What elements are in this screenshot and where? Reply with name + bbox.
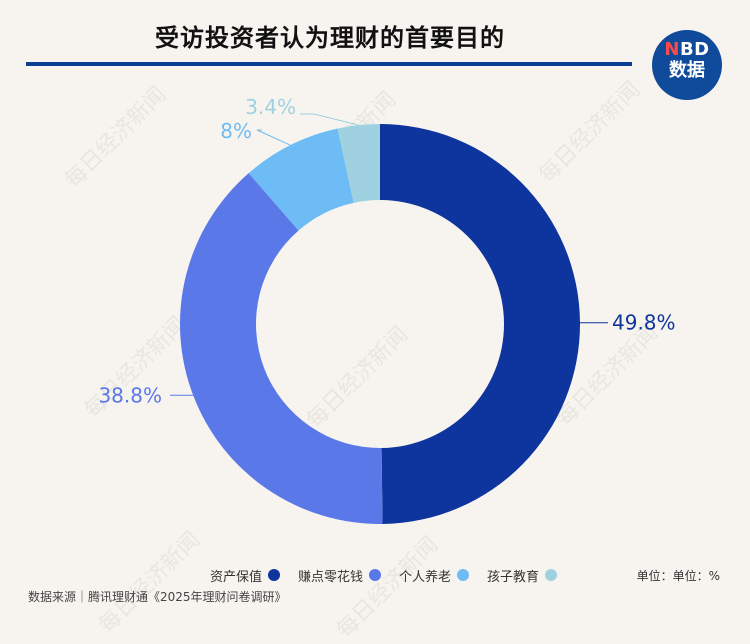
logo-bottom-text: 数据 [669,60,705,81]
chart-title: 受访投资者认为理财的首要目的 [155,24,505,52]
slice-data-label: 38.8% [98,383,162,407]
legend-label: 个人养老 [399,569,452,585]
donut-slice [248,128,354,231]
slice-data-label: 3.4% [245,95,296,119]
slice-data-label: 49.8% [612,311,676,335]
slice-leader-line [256,129,291,146]
legend-item: 孩子教育 [487,566,558,585]
legend-swatch [545,569,558,581]
slice-leader-line [300,113,359,126]
slice-data-label: 8% [220,119,252,143]
legend-label: 孩子教育 [487,569,540,585]
legend: 资产保值 赚点零花钱 个人养老 孩子教育 [210,566,558,585]
legend-item: 赚点零花钱 [298,566,382,585]
legend-label: 赚点零花钱 [298,569,364,585]
title-divider [26,62,632,66]
legend-swatch [369,569,382,581]
data-source: 数据来源｜腾讯理财通《2025年理财问卷调研》 [28,590,287,604]
donut-slice [337,124,380,203]
donut-slice [380,124,580,524]
donut-chart: 49.8% 38.8% 8%3.4% [98,95,676,524]
unit-label: 单位：单位：% [636,569,720,583]
nbd-logo: NBD 数据 [652,30,722,100]
legend-item: 个人养老 [399,566,470,585]
legend-swatch [457,569,470,581]
legend-item: 资产保值 [210,566,281,585]
donut-slice [180,173,383,524]
logo-top-text: NBD [664,39,710,60]
legend-label: 资产保值 [210,569,263,585]
legend-swatch [268,569,281,581]
